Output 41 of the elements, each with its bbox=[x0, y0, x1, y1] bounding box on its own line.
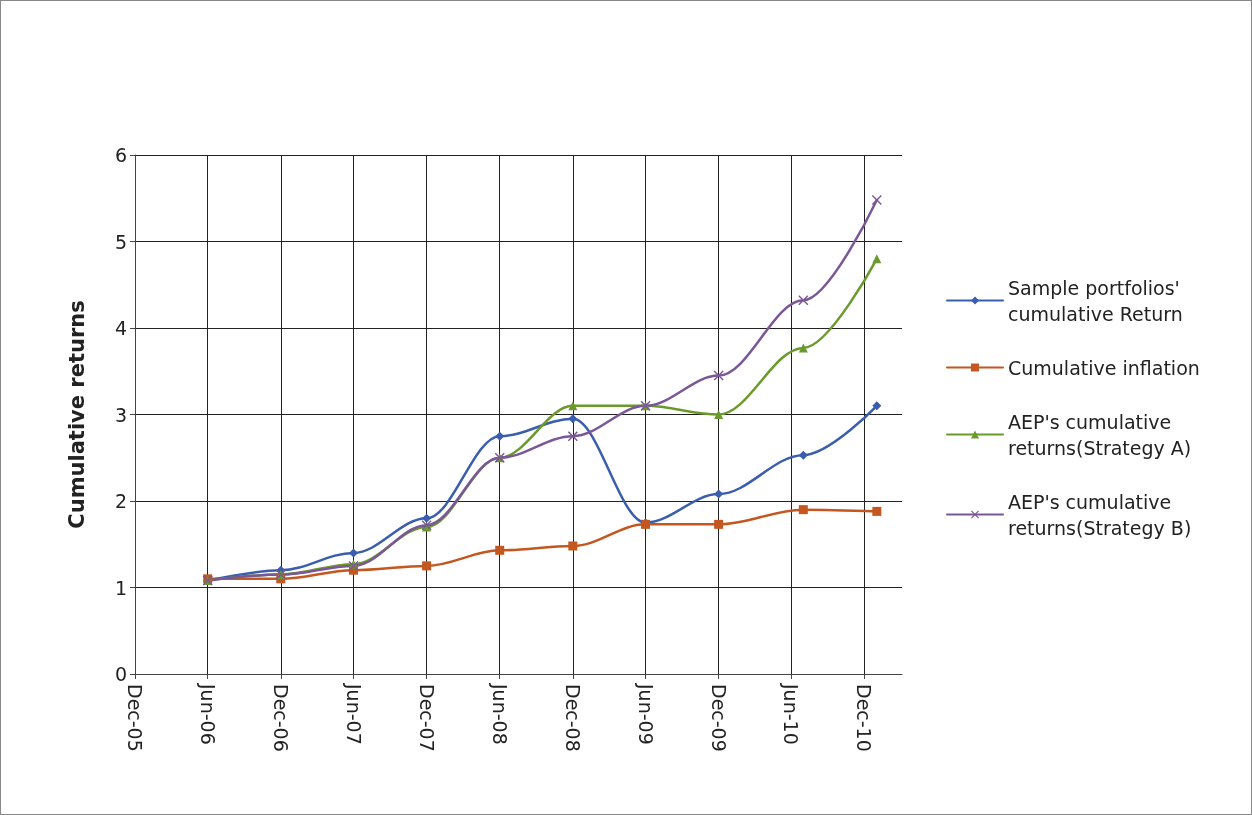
x-tick-label: Jun-10 bbox=[780, 683, 803, 745]
legend-label: Cumulative inflation bbox=[1008, 356, 1200, 379]
x-tick-label: Jun-06 bbox=[196, 683, 219, 745]
x-tick-label: Dec-08 bbox=[561, 684, 584, 752]
point bbox=[872, 401, 882, 411]
point bbox=[713, 370, 724, 381]
point bbox=[349, 548, 359, 558]
x-tick-label: Dec-10 bbox=[853, 684, 876, 752]
point bbox=[798, 505, 808, 515]
point bbox=[871, 194, 882, 205]
legend-label: AEP's cumulative returns(Strategy A) bbox=[1008, 410, 1192, 459]
x-tick-label: Dec-09 bbox=[707, 684, 730, 752]
point bbox=[568, 541, 578, 551]
point bbox=[872, 506, 882, 516]
y-axis-title: Cumulative returns bbox=[64, 300, 89, 529]
legend-label: Sample portfolios' cumulative Return bbox=[1008, 276, 1186, 325]
point bbox=[495, 545, 505, 555]
x-tick-label: Jun-08 bbox=[488, 683, 511, 745]
y-tick-label: 6 bbox=[114, 144, 127, 166]
y-tick-label: 4 bbox=[114, 317, 127, 339]
point bbox=[714, 489, 724, 499]
legend-label: AEP's cumulative returns(Strategy B) bbox=[1008, 490, 1192, 539]
x-tick-label: Dec-05 bbox=[124, 684, 146, 752]
y-tick-label: 5 bbox=[114, 230, 127, 253]
point bbox=[714, 410, 724, 419]
x-tick-label: Jun-09 bbox=[634, 683, 657, 745]
point bbox=[422, 561, 432, 571]
y-tick-label: 1 bbox=[114, 576, 127, 599]
x-tick-label: Jun-07 bbox=[342, 683, 365, 745]
x-tick-label: Dec-06 bbox=[269, 684, 292, 752]
y-tick-label: 0 bbox=[114, 663, 127, 685]
y-tick-label: 2 bbox=[114, 490, 127, 512]
point bbox=[422, 513, 432, 523]
point bbox=[495, 431, 505, 441]
point bbox=[567, 431, 578, 442]
point bbox=[798, 295, 809, 306]
point bbox=[798, 450, 808, 460]
y-tick-label: 3 bbox=[114, 403, 127, 426]
point bbox=[568, 414, 578, 424]
x-tick-label: Dec-07 bbox=[415, 684, 438, 752]
point bbox=[714, 519, 724, 529]
